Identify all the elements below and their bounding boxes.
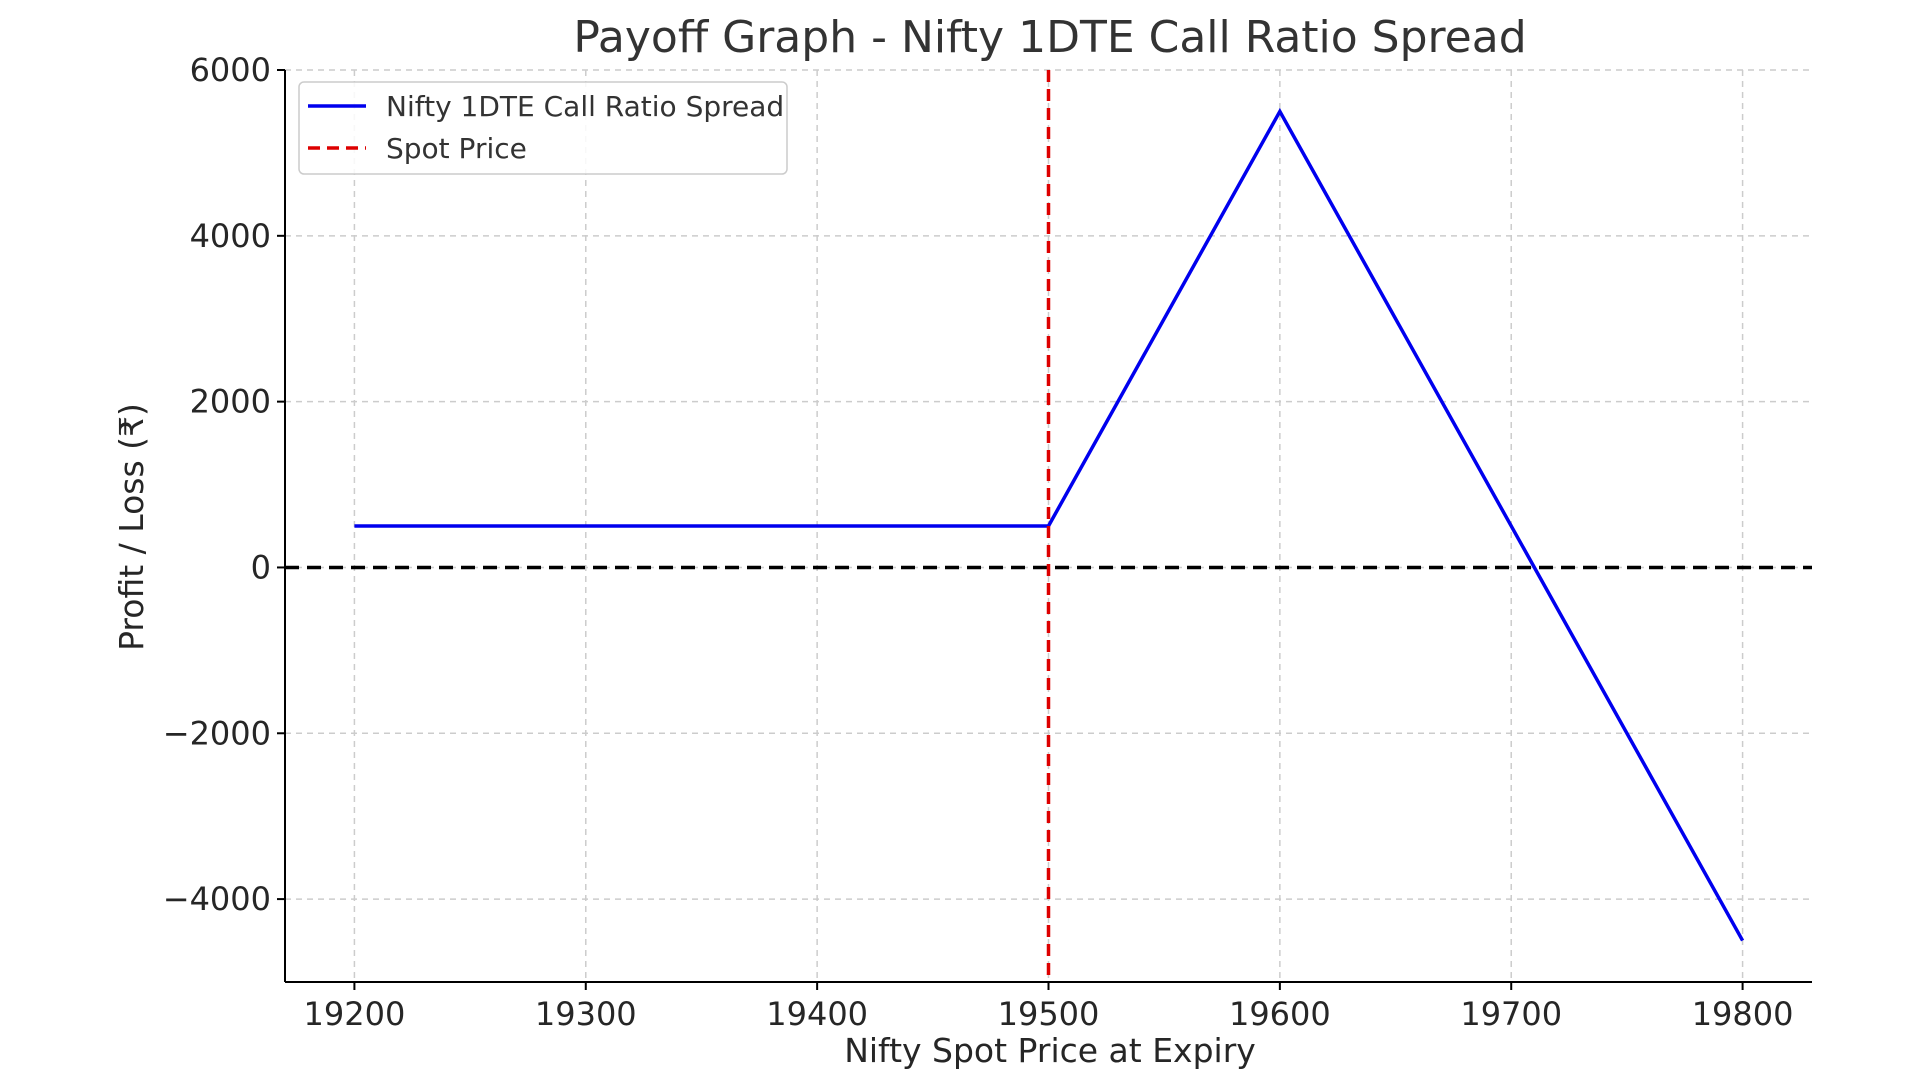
x-tick-label: 19200 — [304, 995, 406, 1033]
y-tick-label: 0 — [251, 548, 271, 586]
y-tick-label: −2000 — [163, 714, 271, 752]
y-tick-label: 2000 — [190, 383, 271, 421]
legend-label-spot-price: Spot Price — [386, 132, 527, 165]
y-tick-label: −4000 — [163, 880, 271, 918]
legend-box — [298, 81, 788, 175]
payoff-line — [354, 107, 1745, 942]
chart-title: Payoff Graph - Nifty 1DTE Call Ratio Spr… — [573, 12, 1526, 63]
x-tick-label: 19700 — [1460, 995, 1562, 1033]
y-tick-label: 4000 — [190, 217, 271, 255]
y-axis-label: Profit / Loss (₹) — [112, 403, 151, 651]
x-tick-label: 19600 — [1229, 995, 1331, 1033]
ticks-layer: 19200 19300 19400 19500 19600 19700 19800 6000 4… — [163, 51, 1794, 1033]
legend-label-payoff: Nifty 1DTE Call Ratio Spread — [386, 90, 784, 123]
x-tick-label: 19300 — [535, 995, 637, 1033]
series-layer — [354, 70, 1745, 982]
legend: Nifty 1DTE Call Ratio Spread Spot Price — [298, 81, 788, 175]
x-tick-label: 19500 — [998, 995, 1100, 1033]
y-tick-label: 6000 — [190, 51, 271, 89]
x-tick-label: 19800 — [1692, 995, 1794, 1033]
x-tick-label: 19400 — [766, 995, 868, 1033]
x-axis-label: Nifty Spot Price at Expiry — [844, 1031, 1256, 1070]
